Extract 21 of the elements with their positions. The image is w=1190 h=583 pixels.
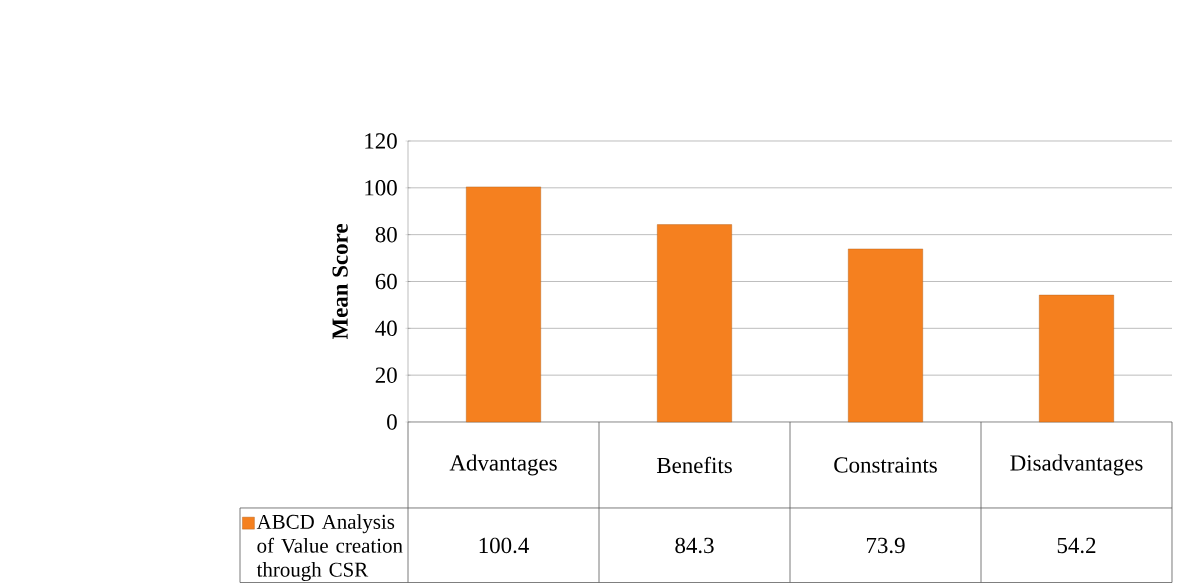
data-label: 100.4: [479, 537, 529, 554]
data-label: 54.2: [1057, 537, 1096, 554]
y-tick-label: 0: [387, 414, 397, 430]
y-axis-title: Mean Score: [332, 224, 348, 340]
data-label: 73.9: [866, 537, 905, 554]
bar: [657, 224, 732, 423]
x-tick-label: Advantages: [449, 454, 557, 476]
y-tick-label: 80: [375, 226, 397, 243]
x-tick-label: Disadvantages: [1010, 454, 1143, 476]
bar: [466, 186, 541, 423]
y-tick-label: 120: [365, 133, 397, 149]
bar: [1039, 294, 1114, 423]
y-tick-label: 100: [365, 180, 397, 196]
x-tick-label: Benefits: [656, 456, 732, 474]
y-tick-label: 60: [375, 273, 397, 290]
data-label: 84.3: [675, 537, 714, 554]
x-tick-label: Constraints: [834, 457, 937, 473]
y-tick-label: 40: [375, 320, 397, 337]
legend-label: ABCD Analysis of Value creation through CSR: [256, 514, 403, 582]
y-tick-label: 20: [375, 367, 397, 383]
bar: [848, 248, 923, 423]
